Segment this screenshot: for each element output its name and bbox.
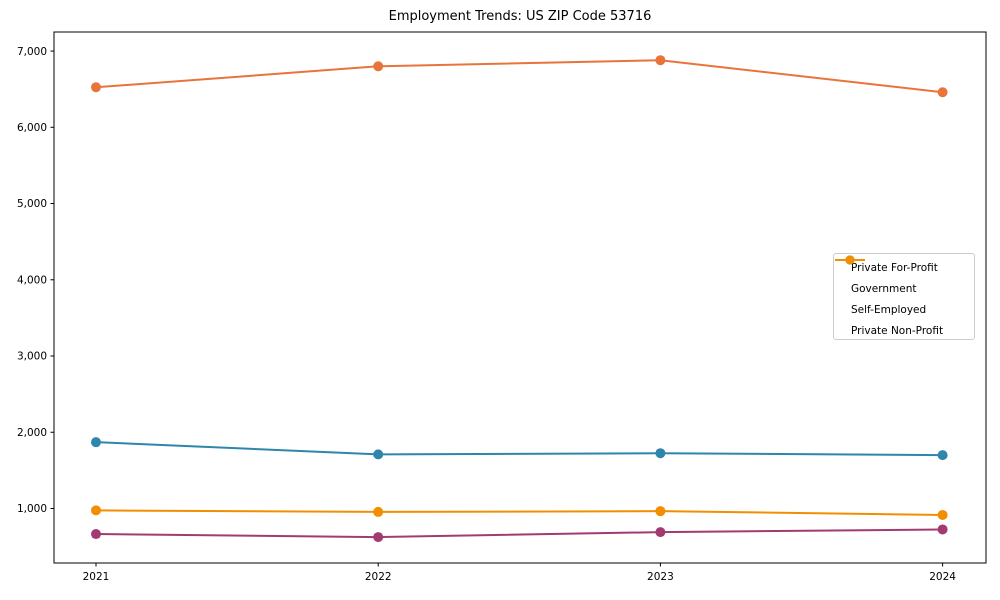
series-line-private-for-profit [95,59,943,94]
data-point-government-2024 [937,450,948,461]
legend-label: Private Non-Profit [851,324,944,337]
legend: Private For-Profit Government Self-Employe… [833,253,975,340]
data-point-private-non-profit-2022 [373,506,384,517]
y-tick-label: 1,000 [17,503,47,515]
data-point-government-2023 [655,448,666,459]
x-tick-label: 2024 [929,571,956,583]
data-point-government-2021 [91,437,101,448]
data-point-private-non-profit-2024 [937,509,948,520]
x-tick-label: 2022 [365,571,392,583]
legend-item-private-non-profit: Private Non-Profit [834,255,974,341]
y-tick-label: 2,000 [17,427,47,439]
legend-label: Private For-Profit [851,261,938,274]
plot-border [53,31,987,564]
data-point-government-2022 [373,449,384,460]
series-line-private-non-profit [95,509,943,516]
y-tick-label: 6,000 [17,122,47,134]
series-line-government [95,441,943,457]
data-point-self-employed-2021 [91,529,101,540]
y-tick-label: 4,000 [17,274,47,286]
x-tick-label: 2021 [83,571,110,583]
chart-title: Employment Trends: US ZIP Code 53716 [388,9,652,24]
x-tick-label: 2023 [647,571,674,583]
data-point-private-non-profit-2021 [91,505,101,516]
data-point-private-for-profit-2024 [937,87,948,98]
data-point-private-for-profit-2021 [91,82,101,93]
y-tick-label: 3,000 [17,351,47,363]
data-point-self-employed-2022 [373,532,384,543]
legend-label: Self-Employed [851,303,927,316]
legend-marker-dot [845,255,855,265]
data-point-private-for-profit-2023 [655,55,666,66]
series-line-self-employed [95,528,943,539]
legend-marker-private-non-profit [835,255,865,265]
data-point-self-employed-2024 [937,524,948,535]
data-point-private-non-profit-2023 [655,506,666,517]
legend-label: Government [851,282,917,295]
legend-item-self-employed: Self-Employed [834,255,974,320]
legend-item-government: Government [834,255,974,299]
data-point-private-for-profit-2022 [373,61,384,72]
y-tick-label: 7,000 [17,46,47,58]
y-tick-label: 5,000 [17,198,47,210]
data-point-self-employed-2023 [655,527,666,538]
